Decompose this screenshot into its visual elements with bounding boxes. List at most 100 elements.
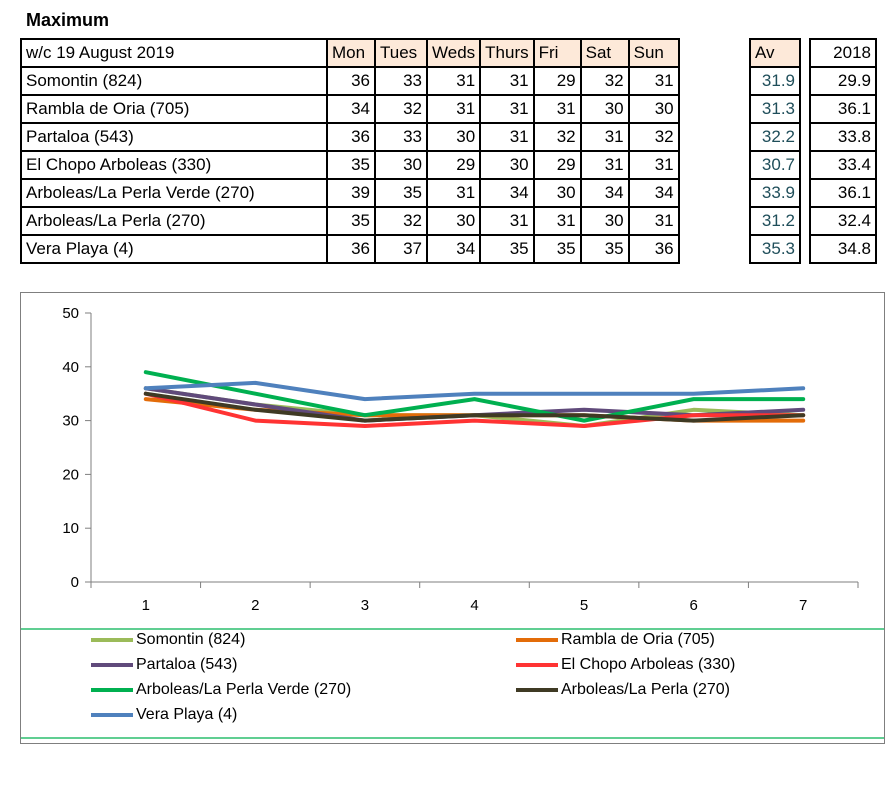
temperature-cell: 32 bbox=[627, 122, 680, 152]
station-name: Rambla de Oria (705) bbox=[20, 94, 328, 124]
temperature-cell: 30 bbox=[374, 150, 428, 180]
temperature-cell: 31 bbox=[425, 178, 482, 208]
table-row: Somontin (824) 36 33 31 31 29 32 31 bbox=[20, 66, 680, 96]
average-cell: 30.7 bbox=[749, 150, 801, 180]
day-header: Thurs bbox=[479, 38, 535, 68]
y-tick-label: 10 bbox=[62, 520, 79, 537]
temperature-cell: 37 bbox=[374, 234, 428, 264]
series-line bbox=[143, 370, 806, 423]
temperature-cell: 36 bbox=[627, 234, 680, 264]
temperature-table: w/c 19 August 2019 Mon Tues Weds Thurs Fri Sat… bbox=[20, 38, 680, 264]
temperature-cell: 30 bbox=[479, 150, 535, 180]
year-row: 32.4 bbox=[809, 206, 877, 236]
legend-swatch bbox=[91, 663, 133, 667]
station-name: El Chopo Arboleas (330) bbox=[20, 150, 328, 180]
av-row: 30.7 bbox=[749, 150, 801, 180]
station-name: Vera Playa (4) bbox=[20, 234, 328, 264]
y-tick-label: 50 bbox=[62, 305, 79, 322]
year-row: 36.1 bbox=[809, 178, 877, 208]
temperature-cell: 36 bbox=[326, 234, 376, 264]
temperature-cell: 30 bbox=[532, 178, 582, 208]
temperature-cell: 31 bbox=[479, 122, 535, 152]
temperature-cell: 31 bbox=[627, 66, 680, 96]
series-line bbox=[143, 380, 806, 402]
y-tick-label: 20 bbox=[62, 466, 79, 483]
day-header: Sat bbox=[579, 38, 630, 68]
legend-swatch bbox=[91, 638, 133, 642]
chart-title: Maximum bbox=[26, 10, 110, 30]
temperature-cell: 29 bbox=[532, 150, 582, 180]
x-tick-label: 7 bbox=[799, 597, 807, 614]
legend-item: El Chopo Arboleas (330) bbox=[516, 656, 735, 674]
av-header: Av bbox=[749, 38, 801, 68]
av-row: 31.3 bbox=[749, 94, 801, 124]
year-2018-cell: 33.4 bbox=[809, 150, 877, 180]
legend-item: Vera Playa (4) bbox=[91, 706, 237, 724]
year-2018-cell: 29.9 bbox=[809, 66, 877, 96]
temperature-cell: 31 bbox=[425, 94, 482, 124]
temperature-cell: 35 bbox=[374, 178, 428, 208]
legend-swatch bbox=[91, 713, 133, 717]
year-2018-cell: 34.8 bbox=[809, 234, 877, 264]
temperature-cell: 31 bbox=[627, 206, 680, 236]
temperature-cell: 34 bbox=[425, 234, 482, 264]
year-2018-cell: 36.1 bbox=[809, 94, 877, 124]
average-cell: 31.9 bbox=[749, 66, 801, 96]
temperature-cell: 30 bbox=[425, 122, 482, 152]
x-tick-label: 2 bbox=[251, 597, 259, 614]
y-tick-label: 30 bbox=[62, 413, 79, 430]
temperature-cell: 29 bbox=[425, 150, 482, 180]
legend-label: Arboleas/La Perla (270) bbox=[561, 681, 730, 698]
temperature-cell: 30 bbox=[579, 206, 630, 236]
temperature-cell: 31 bbox=[627, 150, 680, 180]
temperature-cell: 32 bbox=[579, 66, 630, 96]
temperature-cell: 36 bbox=[326, 122, 376, 152]
line-chart: 0 10 20 30 40 50 1 2 3 4 5 6 7 Somontin (824) Rambla … bbox=[20, 292, 885, 744]
average-table: Av 31.9 31.3 32.2 30.7 33.9 31.2 35.3 bbox=[749, 38, 801, 264]
temperature-cell: 31 bbox=[479, 66, 535, 96]
day-header: Tues bbox=[374, 38, 428, 68]
legend-item: Arboleas/La Perla (270) bbox=[516, 681, 730, 699]
temperature-cell: 35 bbox=[326, 206, 376, 236]
temperature-cell: 35 bbox=[532, 234, 582, 264]
legend-label: Arboleas/La Perla Verde (270) bbox=[136, 681, 352, 698]
temperature-cell: 31 bbox=[532, 206, 582, 236]
temperature-cell: 33 bbox=[374, 66, 428, 96]
table-row: Partaloa (543) 36 33 30 31 32 31 32 bbox=[20, 122, 680, 152]
chart-svg: 0 10 20 30 40 50 1 2 3 4 5 6 7 bbox=[21, 305, 884, 739]
x-tick-label: 4 bbox=[470, 597, 478, 614]
temperature-cell: 34 bbox=[326, 94, 376, 124]
legend-swatch bbox=[516, 638, 558, 642]
temperature-cell: 31 bbox=[425, 66, 482, 96]
av-row: 35.3 bbox=[749, 234, 801, 264]
x-tick-label: 1 bbox=[142, 597, 150, 614]
temperature-cell: 30 bbox=[579, 94, 630, 124]
temperature-cell: 35 bbox=[479, 234, 535, 264]
day-header: Mon bbox=[326, 38, 376, 68]
temperature-cell: 35 bbox=[579, 234, 630, 264]
temperature-cell: 34 bbox=[579, 178, 630, 208]
av-row: 31.2 bbox=[749, 206, 801, 236]
temperature-cell: 31 bbox=[479, 94, 535, 124]
day-header: Sun bbox=[627, 38, 680, 68]
legend-label: Partaloa (543) bbox=[136, 656, 238, 673]
av-header-row: Av bbox=[749, 38, 801, 68]
temperature-cell: 32 bbox=[374, 206, 428, 236]
series-line bbox=[143, 391, 806, 428]
station-name: Somontin (824) bbox=[20, 66, 328, 96]
year-row: 33.8 bbox=[809, 122, 877, 152]
x-tick-label: 5 bbox=[580, 597, 588, 614]
x-tick-label: 3 bbox=[361, 597, 369, 614]
average-cell: 31.3 bbox=[749, 94, 801, 124]
temperature-cell: 39 bbox=[326, 178, 376, 208]
day-header: Fri bbox=[532, 38, 582, 68]
table-header-row: w/c 19 August 2019 Mon Tues Weds Thurs Fri Sat… bbox=[20, 38, 680, 68]
table-row: Vera Playa (4) 36 37 34 35 35 35 36 bbox=[20, 234, 680, 264]
table-row: Rambla de Oria (705) 34 32 31 31 31 30 30 bbox=[20, 94, 680, 124]
temperature-cell: 30 bbox=[425, 206, 482, 236]
temperature-cell: 31 bbox=[532, 94, 582, 124]
temperature-cell: 35 bbox=[326, 150, 376, 180]
av-row: 32.2 bbox=[749, 122, 801, 152]
year-2018-cell: 32.4 bbox=[809, 206, 877, 236]
station-name: Arboleas/La Perla (270) bbox=[20, 206, 328, 236]
